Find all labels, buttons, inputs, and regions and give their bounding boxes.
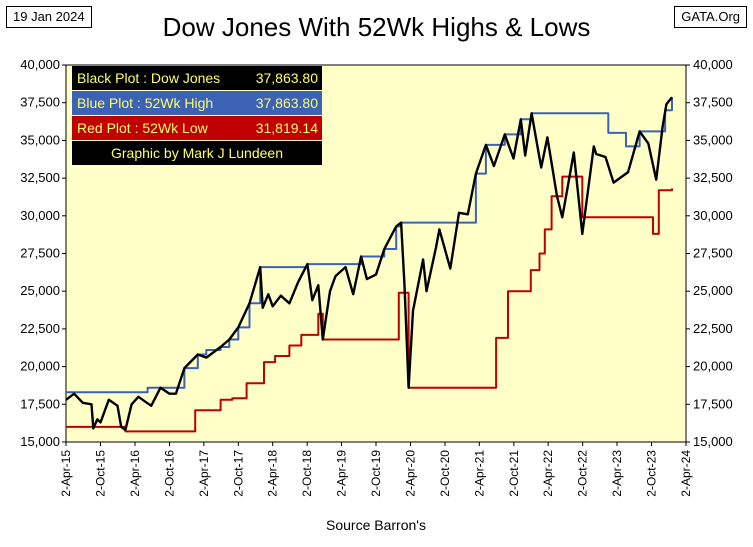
y-axis-left: 15,000 17,500 20,000 22,500 25,000 27,500 30,0…	[20, 57, 66, 449]
x-tick-label: 2-Apr-16	[128, 450, 142, 497]
y-tick-label-left: 30,000	[20, 208, 60, 223]
series-line-52wk-low	[66, 175, 673, 433]
y-tick-label-right: 35,000	[693, 132, 733, 147]
y-tick-label-right: 15,000	[693, 434, 733, 449]
y-tick-label-left: 35,000	[20, 132, 60, 147]
legend-row-label: Red Plot : 52Wk Low	[77, 120, 209, 136]
x-tick-label: 2-Apr-20	[404, 450, 418, 497]
legend-row-bg	[72, 141, 322, 165]
x-tick-label: 2-Oct-20	[438, 450, 452, 497]
y-tick-label-right: 22,500	[693, 321, 733, 336]
x-tick-label: 2-Oct-19	[369, 450, 383, 497]
legend-credit: Graphic by Mark J Lundeen	[111, 145, 283, 161]
y-tick-label-left: 22,500	[20, 321, 60, 336]
series-line-dow-jones	[65, 96, 673, 432]
legend: Black Plot : Dow Jones 37,863.80 Blue Plot…	[72, 66, 322, 165]
y-tick-label-right: 20,000	[693, 359, 733, 374]
x-tick-label: 2-Apr-22	[541, 450, 555, 497]
y-tick-label-left: 15,000	[20, 434, 60, 449]
series-group	[65, 96, 673, 433]
x-tick-label: 2-Oct-21	[507, 450, 521, 497]
y-tick-label-right: 17,500	[693, 396, 733, 411]
x-axis: 2-Apr-15 2-Oct-15 2-Apr-16 2-Oct-16 2-Apr-17…	[59, 442, 693, 497]
x-tick-label: 2-Oct-18	[300, 450, 314, 497]
x-tick-label: 2-Oct-17	[231, 450, 245, 497]
legend-row-label: Black Plot : Dow Jones	[77, 70, 220, 86]
x-tick-label: 2-Apr-23	[610, 450, 624, 497]
y-tick-label-right: 25,000	[693, 283, 733, 298]
x-tick-label: 2-Apr-24	[679, 450, 693, 497]
x-tick-label: 2-Oct-23	[644, 450, 658, 497]
y-tick-label-left: 32,500	[20, 170, 60, 185]
y-axis-right: 15,000 17,500 20,000 22,500 25,000 27,500 30,0…	[686, 57, 733, 449]
source-site-label: GATA.Org	[674, 6, 747, 28]
y-tick-label-right: 30,000	[693, 208, 733, 223]
x-tick-label: 2-Apr-18	[266, 450, 280, 497]
x-tick-label: 2-Oct-22	[576, 450, 590, 497]
legend-row-value: 37,863.80	[256, 95, 318, 111]
y-tick-label-left: 17,500	[20, 396, 60, 411]
legend-row-label: Blue Plot : 52Wk High	[77, 95, 213, 111]
x-tick-label: 2-Oct-16	[163, 450, 177, 497]
y-tick-label-left: 27,500	[20, 246, 60, 261]
chart-title: Dow Jones With 52Wk Highs & Lows	[162, 12, 591, 42]
x-tick-label: 2-Apr-21	[472, 450, 486, 497]
legend-row-bg	[72, 116, 322, 140]
legend-row-value: 31,819.14	[256, 120, 318, 136]
y-tick-label-right: 37,500	[693, 95, 733, 110]
date-label: 19 Jan 2024	[6, 6, 92, 28]
y-tick-label-left: 20,000	[20, 359, 60, 374]
y-tick-label-left: 37,500	[20, 95, 60, 110]
x-tick-label: 2-Apr-15	[59, 450, 73, 497]
y-tick-label-left: 40,000	[20, 57, 60, 72]
y-tick-label-right: 32,500	[693, 170, 733, 185]
x-tick-label: 2-Apr-19	[334, 450, 348, 497]
y-tick-label-left: 25,000	[20, 283, 60, 298]
y-tick-label-right: 27,500	[693, 246, 733, 261]
y-tick-label-right: 40,000	[693, 57, 733, 72]
x-axis-label: Source Barron's	[326, 517, 426, 533]
legend-row-bg	[72, 66, 322, 90]
x-tick-label: 2-Oct-15	[94, 450, 108, 497]
legend-row-bg	[72, 91, 322, 115]
x-tick-label: 2-Apr-17	[197, 450, 211, 497]
legend-row-value: 37,863.80	[256, 70, 318, 86]
